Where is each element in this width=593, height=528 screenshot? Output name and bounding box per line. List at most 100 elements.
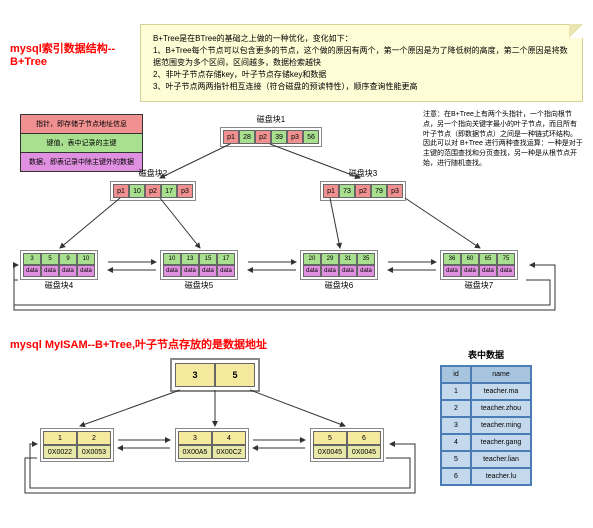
cell: 4 — [212, 431, 246, 445]
mid3-block: 5 6 0X0045 0X0045 — [310, 428, 384, 462]
note-line: 2、非叶子节点存储key，叶子节点存储key和数据 — [153, 69, 570, 81]
td: teacher.gang — [471, 434, 531, 451]
cell: 75 — [497, 253, 515, 265]
cell: 2 — [77, 431, 111, 445]
td: 3 — [441, 417, 471, 434]
cell: 60 — [461, 253, 479, 265]
cell: 0X0045 — [313, 445, 347, 459]
cell: data — [23, 265, 41, 277]
cell: p1 — [323, 184, 339, 198]
cell: 5 — [313, 431, 347, 445]
cell: 9 — [59, 253, 77, 265]
cell: 17 — [217, 253, 235, 265]
cell: 6 — [347, 431, 381, 445]
leaf6-label: 磁盘块6 — [300, 280, 378, 291]
cell: 3 — [23, 253, 41, 265]
disk2-block: p1 10 p2 17 p3 — [110, 181, 196, 201]
cell: p1 — [113, 184, 129, 198]
cell: data — [217, 265, 235, 277]
cell: data — [41, 265, 59, 277]
cell: 79 — [371, 184, 387, 198]
table-row: 1teacher.ma — [441, 383, 531, 400]
td: teacher.lian — [471, 451, 531, 468]
cell: p2 — [145, 184, 161, 198]
cell: p3 — [287, 130, 303, 144]
table-row: 6teacher.lu — [441, 468, 531, 485]
td: 6 — [441, 468, 471, 485]
cell: 5 — [41, 253, 59, 265]
leaf5-label: 磁盘块5 — [160, 280, 238, 291]
legend-ptr: 指针，即存储子节点地址信息 — [21, 115, 142, 134]
cell: data — [443, 265, 461, 277]
td: 4 — [441, 434, 471, 451]
cell: data — [181, 265, 199, 277]
td: teacher.ming — [471, 417, 531, 434]
cell: data — [339, 265, 357, 277]
mid1-block: 1 2 0X0022 0X0053 — [40, 428, 114, 462]
cell: data — [199, 265, 217, 277]
cell: 5 — [215, 363, 255, 387]
leaf6-block: 20 29 31 35 data data data data — [300, 250, 378, 280]
cell: data — [59, 265, 77, 277]
mid2-block: 3 4 0X00A5 0X00C2 — [175, 428, 249, 462]
cell: 3 — [175, 363, 215, 387]
cell: 17 — [161, 184, 177, 198]
cell: 10 — [77, 253, 95, 265]
cell: 56 — [303, 130, 319, 144]
cell: 73 — [339, 184, 355, 198]
table-row: 5teacher.lian — [441, 451, 531, 468]
note-box: B+Tree是在BTree的基础之上做的一种优化，变化如下： 1、B+Tree每… — [140, 24, 583, 102]
cell: p3 — [387, 184, 403, 198]
cell: 0X0053 — [77, 445, 111, 459]
cell: 10 — [163, 253, 181, 265]
disk3-label: 磁盘块3 — [320, 168, 406, 179]
cell: 0X0045 — [347, 445, 381, 459]
cell: 65 — [479, 253, 497, 265]
cell: 29 — [321, 253, 339, 265]
cell: data — [77, 265, 95, 277]
cell: p2 — [255, 130, 271, 144]
cell: p3 — [177, 184, 193, 198]
leaf4-block: 3 5 9 10 data data data data — [20, 250, 98, 280]
title-1: mysql索引数据结构--B+Tree — [10, 40, 140, 68]
cell: data — [479, 265, 497, 277]
cell: 31 — [339, 253, 357, 265]
disk3-block: p1 73 p2 79 p3 — [320, 181, 406, 201]
table-title: 表中数据 — [440, 348, 532, 361]
legend: 指针，即存储子节点地址信息 键值，表中记录的主键 数据，即表记录中除主键外的数据 — [20, 114, 143, 172]
legend-key: 键值，表中记录的主键 — [21, 134, 142, 153]
table-row: 4teacher.gang — [441, 434, 531, 451]
td: 5 — [441, 451, 471, 468]
cell: data — [321, 265, 339, 277]
cell: 39 — [271, 130, 287, 144]
disk1-label: 磁盘块1 — [220, 114, 322, 125]
cell: data — [497, 265, 515, 277]
cell: 35 — [357, 253, 375, 265]
cell: 3 — [178, 431, 212, 445]
disk2-label: 磁盘块2 — [110, 168, 196, 179]
note-line: B+Tree是在BTree的基础之上做的一种优化，变化如下： — [153, 33, 570, 45]
cell: 0X00C2 — [212, 445, 246, 459]
disk1-block: p1 28 p2 39 p3 56 — [220, 127, 322, 147]
leaf5-block: 10 13 15 17 data data data data — [160, 250, 238, 280]
cell: 28 — [239, 130, 255, 144]
cell: 0X00A5 — [178, 445, 212, 459]
cell: 20 — [303, 253, 321, 265]
table-row: 3teacher.ming — [441, 417, 531, 434]
th: name — [471, 366, 531, 383]
note-line: 3、叶子节点两两指针相互连接（符合磁盘的预读特性），顺序查询性能更高 — [153, 81, 570, 93]
td: teacher.zhou — [471, 400, 531, 417]
cell: data — [163, 265, 181, 277]
td: teacher.ma — [471, 383, 531, 400]
td: teacher.lu — [471, 468, 531, 485]
cell: 15 — [199, 253, 217, 265]
root2-block: 3 5 — [170, 358, 260, 392]
cell: 13 — [181, 253, 199, 265]
cell: p2 — [355, 184, 371, 198]
cell: p1 — [223, 130, 239, 144]
leaf7-block: 36 60 65 75 data data data data — [440, 250, 518, 280]
aside-text: 注意：在B+Tree上有两个头指针，一个指向根节点，另一个指向关键字最小的叶子节… — [423, 110, 583, 169]
cell: 1 — [43, 431, 77, 445]
cell: data — [357, 265, 375, 277]
cell: 36 — [443, 253, 461, 265]
